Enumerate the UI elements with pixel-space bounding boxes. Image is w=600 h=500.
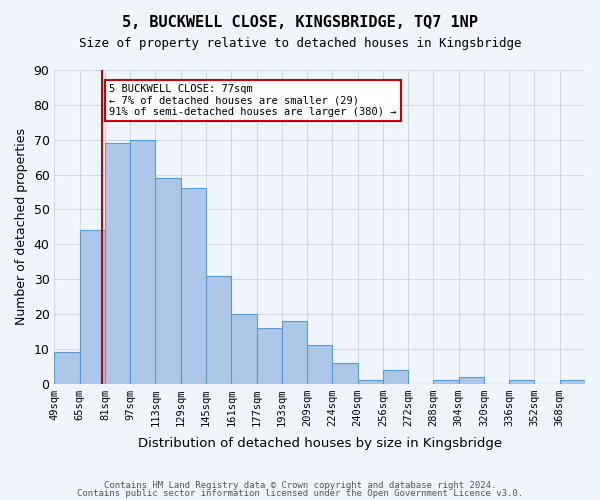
- Text: 5, BUCKWELL CLOSE, KINGSBRIDGE, TQ7 1NP: 5, BUCKWELL CLOSE, KINGSBRIDGE, TQ7 1NP: [122, 15, 478, 30]
- Bar: [206, 276, 231, 384]
- Text: Contains HM Land Registry data © Crown copyright and database right 2024.: Contains HM Land Registry data © Crown c…: [104, 481, 496, 490]
- Bar: [105, 143, 130, 384]
- Bar: [257, 328, 282, 384]
- Bar: [509, 380, 535, 384]
- Bar: [458, 376, 484, 384]
- Bar: [55, 352, 80, 384]
- Bar: [130, 140, 155, 384]
- Bar: [181, 188, 206, 384]
- Bar: [332, 362, 358, 384]
- Y-axis label: Number of detached properties: Number of detached properties: [15, 128, 28, 326]
- Bar: [307, 345, 332, 384]
- Bar: [231, 314, 257, 384]
- Text: Size of property relative to detached houses in Kingsbridge: Size of property relative to detached ho…: [79, 38, 521, 51]
- Bar: [433, 380, 458, 384]
- Bar: [155, 178, 181, 384]
- Bar: [282, 321, 307, 384]
- Bar: [383, 370, 408, 384]
- Text: 5 BUCKWELL CLOSE: 77sqm
← 7% of detached houses are smaller (29)
91% of semi-det: 5 BUCKWELL CLOSE: 77sqm ← 7% of detached…: [109, 84, 397, 117]
- Bar: [80, 230, 105, 384]
- Bar: [358, 380, 383, 384]
- Text: Contains public sector information licensed under the Open Government Licence v3: Contains public sector information licen…: [77, 488, 523, 498]
- Bar: [560, 380, 585, 384]
- X-axis label: Distribution of detached houses by size in Kingsbridge: Distribution of detached houses by size …: [137, 437, 502, 450]
